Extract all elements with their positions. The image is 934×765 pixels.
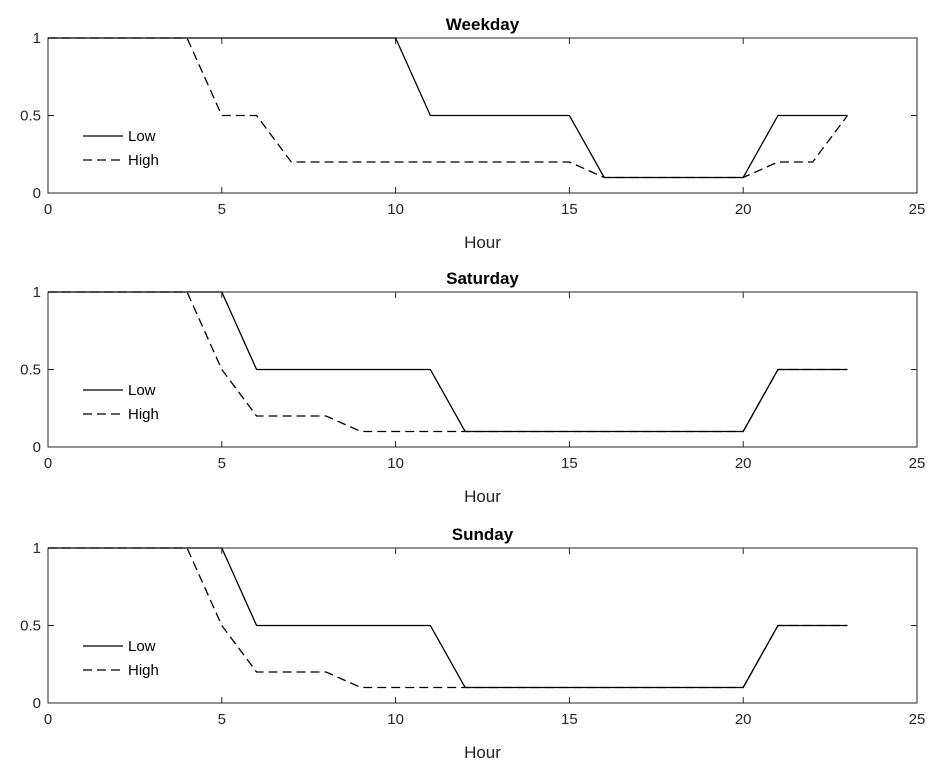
y-tick-label: 0: [33, 185, 41, 202]
x-tick-label: 5: [218, 201, 226, 218]
x-axis-label: Hour: [464, 743, 501, 762]
y-tick-label: 0: [33, 695, 41, 712]
y-tick-label: 1: [33, 284, 41, 301]
x-axis-label: Hour: [464, 487, 501, 506]
x-tick-label: 15: [561, 711, 578, 728]
y-tick-label: 0.5: [20, 362, 41, 379]
x-tick-label: 10: [387, 455, 404, 472]
x-axis-label: Hour: [464, 233, 501, 252]
x-tick-label: 25: [909, 455, 926, 472]
x-tick-label: 5: [218, 711, 226, 728]
x-tick-label: 5: [218, 455, 226, 472]
chart-panel-2: Saturday 0 5 10 15 20 25 0 0.5 1 Hour Low High: [20, 269, 925, 506]
plot-area: [47, 547, 918, 704]
x-tick-label: 0: [44, 711, 52, 728]
x-tick-label: 10: [387, 201, 404, 218]
series-line-high: [48, 547, 848, 689]
y-tick-label: 1: [33, 30, 41, 47]
x-tick-label: 20: [735, 455, 752, 472]
chart-title: Weekday: [446, 15, 520, 34]
series-line-high: [48, 37, 849, 179]
legend-label-low: Low: [128, 128, 156, 145]
y-tick-label: 0.5: [20, 618, 41, 635]
x-tick-label: 15: [561, 201, 578, 218]
legend-label-low: Low: [128, 382, 156, 399]
legend-label-high: High: [128, 152, 159, 169]
x-tick-label: 10: [387, 711, 404, 728]
x-tick-label: 20: [735, 201, 752, 218]
y-tick-label: 0: [33, 439, 41, 456]
y-tick-label: 0.5: [20, 108, 41, 125]
chart-panel-1: Weekday 0 5 10 15 20 25 0 0.5 1 Hour Low High: [20, 15, 925, 252]
x-tick-label: 15: [561, 455, 578, 472]
series-line-high: [48, 291, 848, 433]
y-tick-label: 1: [33, 540, 41, 557]
plot-area: [47, 291, 918, 448]
chart-panel-3: Sunday 0 5 10 15 20 25 0 0.5 1 Hour Low High: [20, 525, 925, 762]
chart-title: Sunday: [452, 525, 514, 544]
x-tick-label: 0: [44, 455, 52, 472]
x-tick-label: 20: [735, 711, 752, 728]
x-tick-label: 25: [909, 201, 926, 218]
chart-title: Saturday: [446, 269, 519, 288]
x-tick-label: 25: [909, 711, 926, 728]
x-tick-label: 0: [44, 201, 52, 218]
legend-label-high: High: [128, 406, 159, 423]
legend-label-high: High: [128, 662, 159, 679]
legend-label-low: Low: [128, 638, 156, 655]
